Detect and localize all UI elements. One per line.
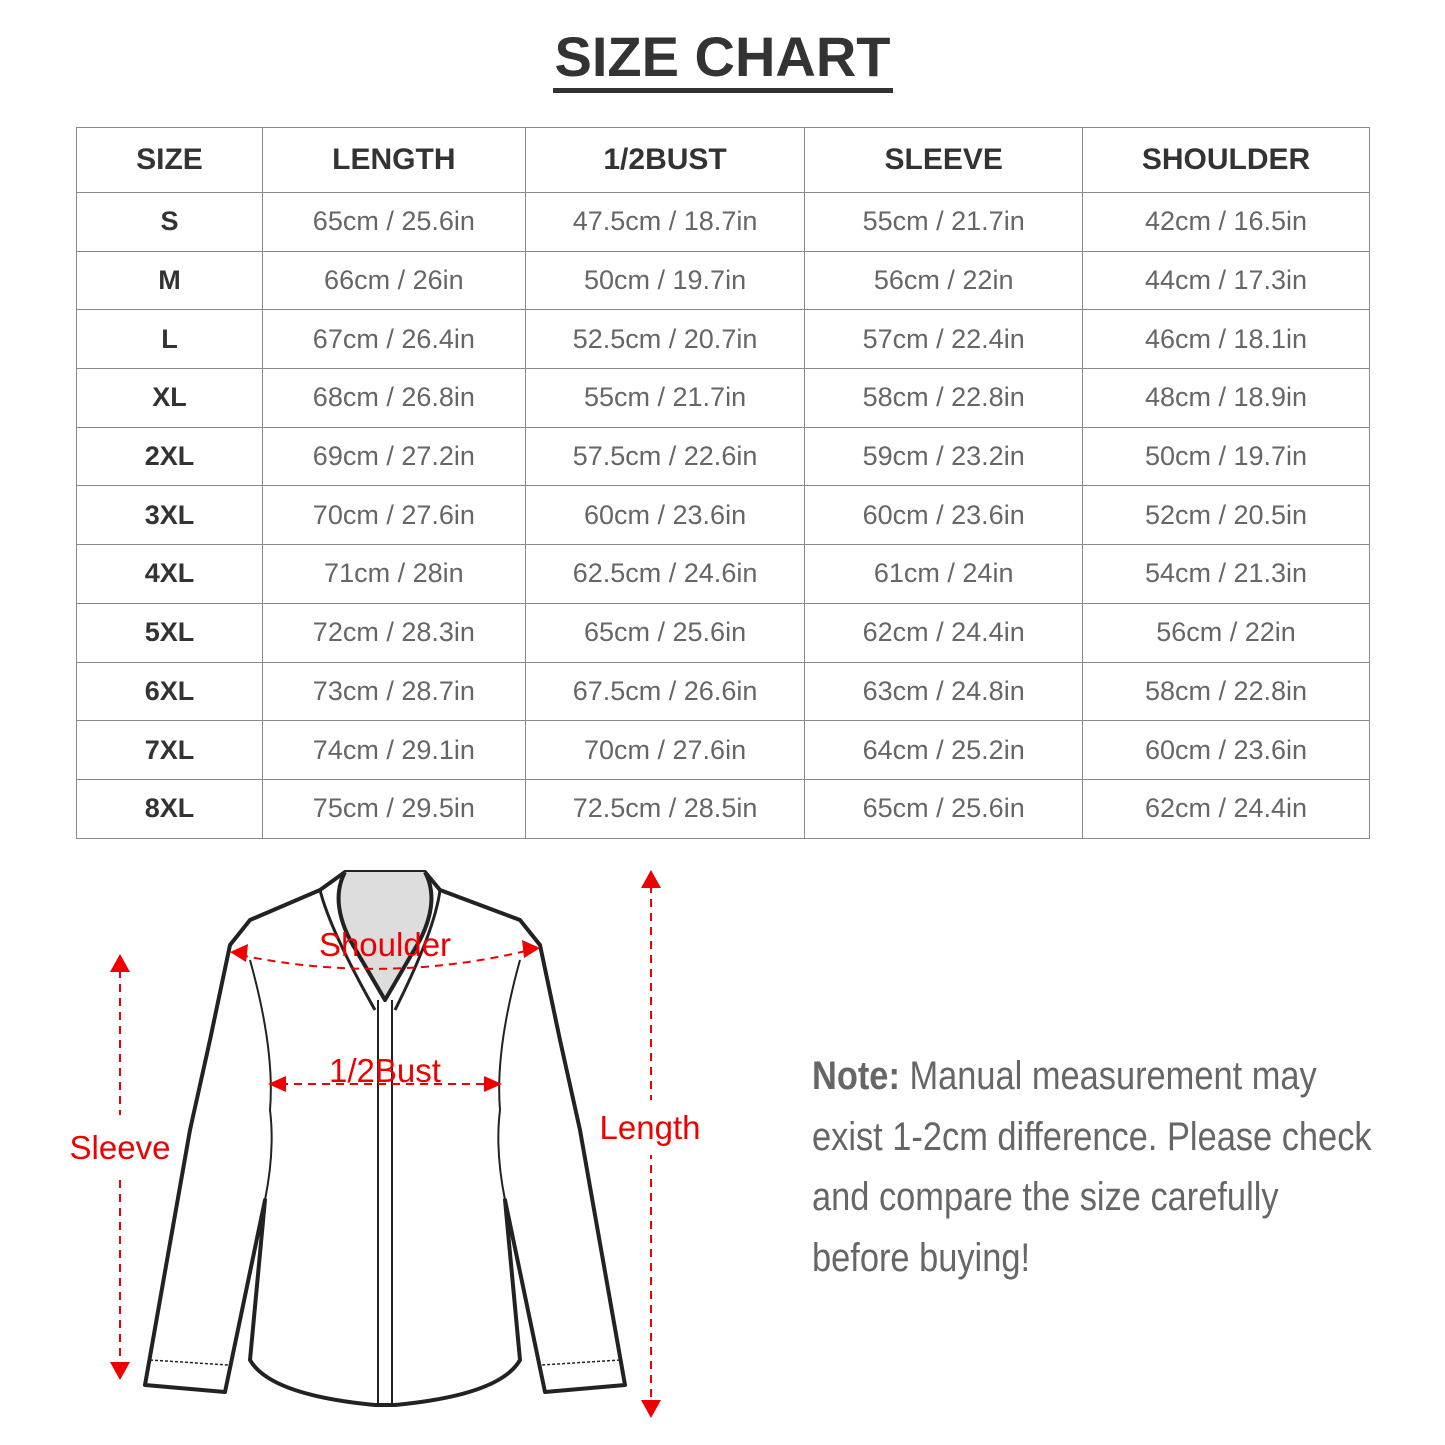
measurement-cell: 75cm / 29.5in [261,778,526,839]
table-row: 6XL 73cm / 28.7in 67.5cm / 26.6in 63cm / 24… [76,661,1371,722]
measurement-cell: 70cm / 27.6in [261,485,526,546]
length-label: Length [600,1109,701,1146]
measurement-cell: 61cm / 24in [804,544,1083,604]
measurement-cell: 59cm / 23.2in [804,426,1083,487]
table-header: SIZE LENGTH 1/2BUST SLEEVE SHOULDER [76,127,1371,193]
shirt-outline [143,870,627,1407]
table-row: XL 68cm / 26.8in 55cm / 21.7in 58cm / 22.8i… [76,368,1371,428]
shoulder-label: Shoulder [319,926,451,963]
note-text: Note: Manual measurement may exist 1-2cm… [812,1046,1380,1288]
table-row: 4XL 71cm / 28in 62.5cm / 24.6in 61cm / 24in… [76,544,1371,604]
measurement-cell: 67cm / 26.4in [261,309,526,370]
measurement-cell: 72cm / 28.3in [261,602,526,663]
measurement-cell: 68cm / 26.8in [261,368,526,428]
measurement-cell: 70cm / 27.6in [524,720,806,780]
measurement-cell: 58cm / 22.8in [804,368,1083,428]
measurement-cell: 60cm / 23.6in [804,485,1083,546]
size-cell: 6XL [76,661,263,722]
measurement-cell: 60cm / 23.6in [524,485,806,546]
measurement-cell: 57cm / 22.4in [804,309,1083,370]
measurement-cell: 60cm / 23.6in [1081,720,1371,780]
measurement-cell: 54cm / 21.3in [1081,544,1371,604]
size-cell: 5XL [76,602,263,663]
measurement-cell: 56cm / 22in [804,250,1083,311]
bust-label: 1/2Bust [329,1052,441,1089]
size-cell: 2XL [76,426,263,487]
measurement-cell: 67.5cm / 26.6in [524,661,806,722]
measurement-cell: 47.5cm / 18.7in [524,192,806,252]
note-label: Note: [812,1054,900,1098]
sleeve-label: Sleeve [70,1129,171,1166]
measurement-cell: 48cm / 18.9in [1081,368,1371,428]
measurement-cell: 46cm / 18.1in [1081,309,1371,370]
measurement-cell: 52.5cm / 20.7in [524,309,806,370]
note-body: Manual measurement may exist 1-2cm diffe… [812,1054,1372,1280]
measurement-cell: 65cm / 25.6in [261,192,526,252]
size-table: SIZE LENGTH 1/2BUST SLEEVE SHOULDER S 65cm / … [76,127,1371,839]
measurement-cell: 62.5cm / 24.6in [524,544,806,604]
size-cell: 8XL [76,778,263,839]
size-cell: 7XL [76,720,263,780]
column-header: 1/2BUST [524,127,806,193]
table-row: 2XL 69cm / 27.2in 57.5cm / 22.6in 59cm / 23… [76,426,1371,487]
measurement-cell: 55cm / 21.7in [804,192,1083,252]
table-row: 7XL 74cm / 29.1in 70cm / 27.6in 64cm / 25.2… [76,720,1371,780]
measurement-cell: 58cm / 22.8in [1081,661,1371,722]
page-title: SIZE CHART [0,24,1445,93]
size-cell: 4XL [76,544,263,604]
size-cell: L [76,309,263,370]
measurement-cell: 73cm / 28.7in [261,661,526,722]
measurement-cell: 72.5cm / 28.5in [524,778,806,839]
measurement-cell: 71cm / 28in [261,544,526,604]
arrow-icons [110,870,661,1418]
size-cell: S [76,192,263,252]
table-row: M 66cm / 26in 50cm / 19.7in 56cm / 22in 44cm… [76,250,1371,311]
measurement-cell: 69cm / 27.2in [261,426,526,487]
measurement-cell: 65cm / 25.6in [524,602,806,663]
measurement-cell: 44cm / 17.3in [1081,250,1371,311]
measurement-cell: 74cm / 29.1in [261,720,526,780]
shirt-diagram: Shoulder 1/2Bust Sleeve Length [70,870,703,1418]
size-cell: 3XL [76,485,263,546]
measurement-cell: 62cm / 24.4in [804,602,1083,663]
measurement-cell: 57.5cm / 22.6in [524,426,806,487]
measurement-cell: 50cm / 19.7in [524,250,806,311]
measurement-cell: 63cm / 24.8in [804,661,1083,722]
table-row: 5XL 72cm / 28.3in 65cm / 25.6in 62cm / 24.4… [76,602,1371,663]
measurement-cell: 50cm / 19.7in [1081,426,1371,487]
measurement-cell: 55cm / 21.7in [524,368,806,428]
measurement-cell: 65cm / 25.6in [804,778,1083,839]
table-row: S 65cm / 25.6in 47.5cm / 18.7in 55cm / 21.7… [76,192,1371,252]
measurement-cell: 56cm / 22in [1081,602,1371,663]
column-header: SIZE [76,127,263,193]
column-header: LENGTH [261,127,526,193]
size-cell: M [76,250,263,311]
column-header: SLEEVE [804,127,1083,193]
column-header: SHOULDER [1081,127,1371,193]
measurement-cell: 42cm / 16.5in [1081,192,1371,252]
table-row: 8XL 75cm / 29.5in 72.5cm / 28.5in 65cm / 25… [76,778,1371,839]
table-row: L 67cm / 26.4in 52.5cm / 20.7in 57cm / 22.4… [76,309,1371,370]
size-cell: XL [76,368,263,428]
measurement-cell: 62cm / 24.4in [1081,778,1371,839]
measurement-cell: 64cm / 25.2in [804,720,1083,780]
measurement-cell: 52cm / 20.5in [1081,485,1371,546]
table-row: 3XL 70cm / 27.6in 60cm / 23.6in 60cm / 23.6… [76,485,1371,546]
measurement-cell: 66cm / 26in [261,250,526,311]
